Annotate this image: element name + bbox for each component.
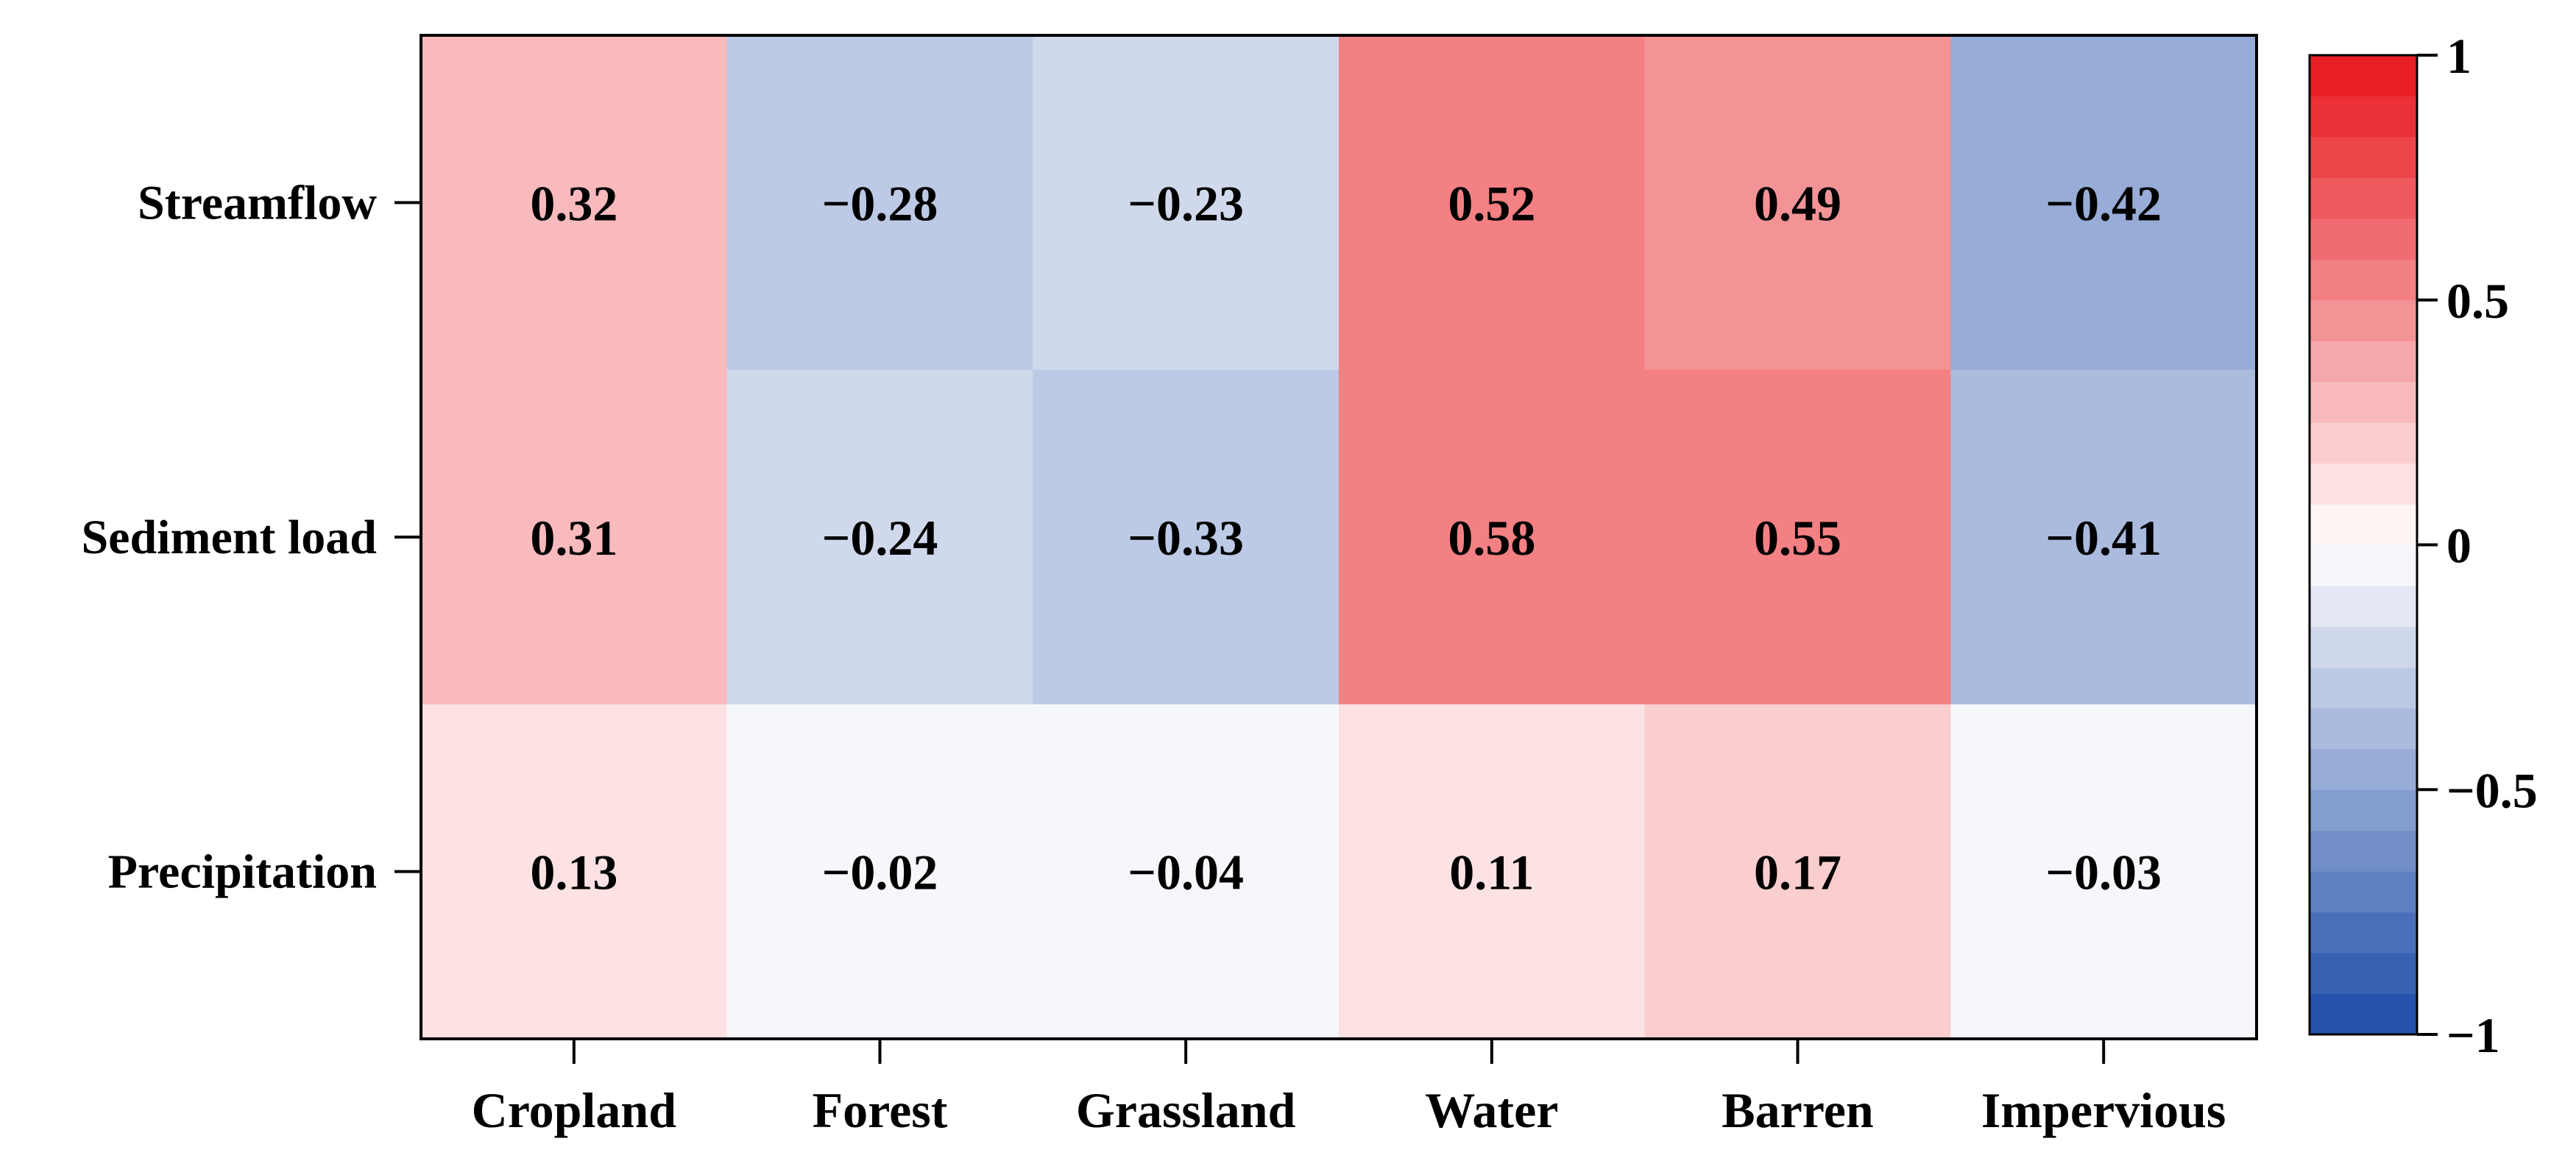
cell-value-label: −0.33: [1128, 510, 1244, 566]
cell-value-label: −0.04: [1128, 845, 1244, 901]
cell-value-label: 0.13: [530, 845, 618, 901]
colorbar-step: [2310, 667, 2417, 708]
heatmap-cell: [1644, 704, 1951, 1040]
heatmap-cell: [1950, 35, 2257, 371]
heatmap-cells: [421, 35, 2257, 1040]
cell-value-label: −0.23: [1128, 175, 1244, 231]
cell-value-label: −0.02: [822, 845, 938, 901]
heatmap-cell: [421, 35, 728, 371]
cell-value-label: −0.28: [822, 175, 938, 231]
colorbar-step: [2310, 381, 2417, 423]
colorbar-step: [2310, 708, 2417, 750]
colorbar-step: [2310, 218, 2417, 260]
x-tick-label: Grassland: [1076, 1082, 1296, 1138]
heatmap-cell: [1339, 35, 1646, 371]
colorbar-step: [2310, 422, 2417, 464]
colorbar-step: [2310, 953, 2417, 995]
heatmap-cell: [1339, 704, 1646, 1040]
x-tick-label: Cropland: [472, 1082, 677, 1138]
cell-value-label: −0.03: [2045, 845, 2162, 901]
colorbar-step: [2310, 830, 2417, 872]
colorbar-tick-label: 0: [2446, 518, 2471, 574]
cell-value-labels: 0.32 −0.28 −0.23 0.52 0.49 −0.42 0.31 −0.24 −0.3…: [530, 175, 2162, 900]
x-tick-label: Water: [1425, 1082, 1558, 1138]
colorbar-step: [2310, 544, 2417, 586]
colorbar-step: [2310, 299, 2417, 341]
y-tick-label: Streamflow: [138, 176, 377, 230]
heatmap-cell: [726, 704, 1033, 1040]
x-tick-label: Barren: [1722, 1082, 1874, 1138]
cell-value-label: 0.32: [530, 175, 618, 231]
colorbar-step: [2310, 259, 2417, 301]
cell-value-label: −0.24: [822, 510, 938, 566]
colorbar-tick-label: −1: [2446, 1007, 2500, 1063]
heatmap-cell: [1644, 35, 1951, 371]
heatmap-cell: [1033, 369, 1340, 705]
heatmap-cell: [1033, 35, 1340, 371]
colorbar-tick-label: 1: [2446, 28, 2471, 84]
colorbar-step: [2310, 463, 2417, 505]
heatmap-cell: [726, 35, 1033, 371]
colorbar-step: [2310, 748, 2417, 790]
colorbar-step: [2310, 55, 2417, 97]
colorbar-step: [2310, 993, 2417, 1035]
cell-value-label: 0.11: [1449, 845, 1534, 901]
heatmap-cell: [1950, 369, 2257, 705]
colorbar-step: [2310, 504, 2417, 546]
colorbar-step: [2310, 626, 2417, 668]
cell-value-label: 0.31: [530, 510, 618, 566]
x-axis: Cropland Forest Grassland Water Barren Imperv…: [472, 1039, 2226, 1138]
heatmap-cell: [1950, 704, 2257, 1040]
cell-value-label: 0.17: [1754, 845, 1841, 901]
heatmap-cell: [1033, 704, 1340, 1040]
cell-value-label: 0.55: [1754, 510, 1841, 566]
colorbar-step: [2310, 871, 2417, 913]
y-tick-label: Sediment load: [81, 511, 377, 564]
y-axis: Streamflow Sediment load Precipitation: [81, 176, 421, 899]
colorbar-step: [2310, 789, 2417, 831]
colorbar-step: [2310, 136, 2417, 178]
x-tick-label: Forest: [813, 1082, 948, 1138]
colorbar: 1 0.5 0 −0.5 −1: [2308, 28, 2538, 1063]
colorbar-step: [2310, 177, 2417, 219]
colorbar-step: [2310, 341, 2417, 383]
heatmap-cell: [421, 369, 728, 705]
heatmap-cell: [1339, 369, 1646, 705]
cell-value-label: 0.52: [1448, 175, 1535, 231]
cell-value-label: 0.49: [1754, 175, 1841, 231]
colorbar-step: [2310, 585, 2417, 628]
cell-value-label: −0.41: [2045, 510, 2162, 566]
colorbar-step: [2310, 912, 2417, 953]
cell-value-label: 0.58: [1448, 510, 1535, 566]
heatmap-cell: [1644, 369, 1951, 705]
colorbar-tick-label: 0.5: [2446, 273, 2509, 329]
heatmap-cell: [726, 369, 1033, 705]
x-tick-label: Impervious: [1981, 1082, 2226, 1138]
colorbar-step: [2310, 96, 2417, 138]
colorbar-tick-label: −0.5: [2446, 762, 2538, 818]
y-tick-label: Precipitation: [108, 845, 377, 899]
cell-value-label: −0.42: [2045, 175, 2162, 231]
heatmap-cell: [421, 704, 728, 1040]
